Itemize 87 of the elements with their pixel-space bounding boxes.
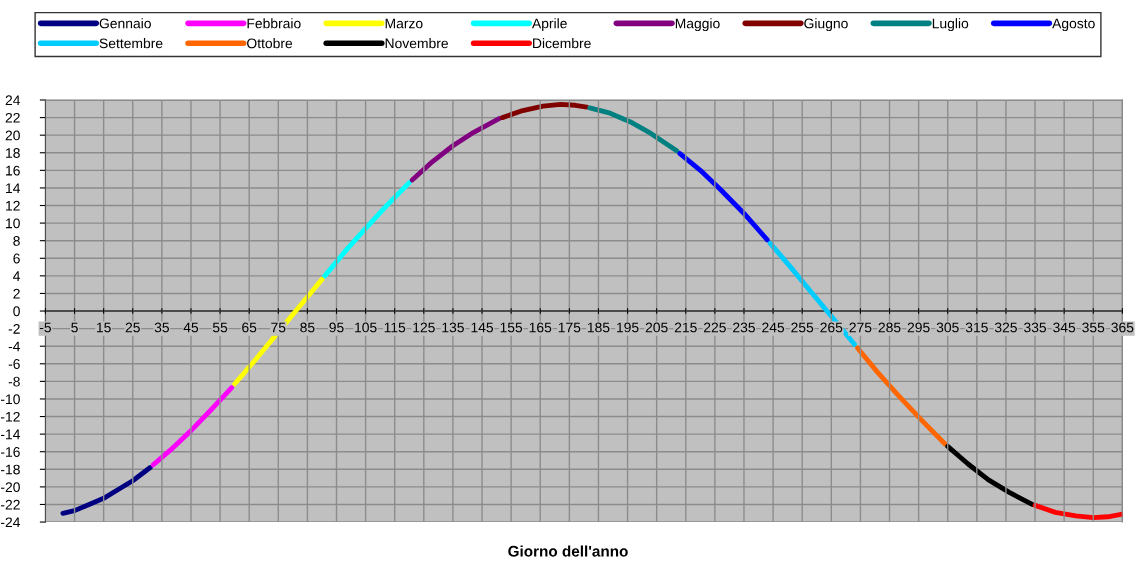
x-tick-label: 365 bbox=[1111, 322, 1134, 333]
x-tick-label: 95 bbox=[329, 322, 344, 333]
y-tick-label: -10 bbox=[0, 394, 20, 405]
legend-label: Dicembre bbox=[533, 38, 591, 49]
x-tick-label: 115 bbox=[384, 322, 406, 333]
y-tick-label: -22 bbox=[0, 499, 20, 510]
y-tick-label: 22 bbox=[5, 112, 20, 123]
x-tick-label: 155 bbox=[500, 322, 523, 333]
legend-label: Settembre bbox=[99, 38, 163, 49]
line-series bbox=[322, 180, 412, 279]
line-series bbox=[945, 444, 1035, 507]
y-tick-label: -20 bbox=[0, 482, 20, 493]
x-tick-label: 245 bbox=[762, 322, 785, 333]
y-tick-label: -18 bbox=[0, 464, 20, 475]
y-tick-label: 24 bbox=[5, 95, 21, 106]
x-tick-label: 175 bbox=[558, 322, 581, 333]
x-tick-label: 295 bbox=[907, 322, 930, 333]
x-tick-label: 355 bbox=[1082, 322, 1105, 333]
y-tick-label: 20 bbox=[5, 130, 20, 141]
y-tick-label: 18 bbox=[6, 148, 20, 158]
y-tick-label: 2 bbox=[13, 288, 20, 299]
legend-label: Aprile bbox=[531, 18, 567, 32]
y-tick-label: 12 bbox=[6, 200, 20, 211]
legend-label: Ottobre bbox=[247, 38, 293, 49]
x-tick-label: -5 bbox=[39, 322, 52, 333]
x-tick-label: 75 bbox=[271, 322, 286, 333]
y-tick-label: -4 bbox=[8, 341, 21, 352]
line-series bbox=[1032, 502, 1123, 521]
legend-label: Maggio bbox=[675, 18, 720, 32]
x-tick-label: 305 bbox=[936, 322, 959, 333]
x-tick-label: 285 bbox=[878, 322, 901, 333]
x-tick-label: 185 bbox=[587, 322, 610, 333]
x-tick-label: 315 bbox=[965, 322, 988, 333]
line-series bbox=[150, 385, 235, 468]
x-axis-title: Giorno dell'anno bbox=[508, 545, 628, 557]
legend-label: Novembre bbox=[385, 38, 448, 49]
y-tick-label: -8 bbox=[8, 376, 20, 387]
y-tick-label: 0 bbox=[13, 306, 20, 317]
x-tick-label: 335 bbox=[1023, 322, 1047, 333]
legend-label: Gennaio bbox=[99, 18, 151, 29]
y-tick-label: 8 bbox=[13, 236, 20, 246]
y-tick-label: 10 bbox=[6, 218, 20, 229]
y-tick-label: 14 bbox=[6, 183, 21, 193]
x-tick-label: 25 bbox=[125, 322, 140, 333]
y-tick-label: -6 bbox=[8, 359, 20, 369]
line-series bbox=[499, 101, 590, 121]
x-tick-label: 215 bbox=[674, 322, 697, 333]
x-tick-label: 265 bbox=[820, 322, 843, 333]
line-series bbox=[232, 276, 325, 387]
x-tick-label: 5 bbox=[71, 322, 78, 333]
legend-label: Giugno bbox=[804, 18, 848, 32]
legend-label: Marzo bbox=[385, 18, 423, 29]
y-tick-label: 4 bbox=[13, 271, 21, 281]
line-series bbox=[409, 116, 502, 183]
x-tick-label: 15 bbox=[96, 322, 111, 333]
x-tick-label: 65 bbox=[242, 322, 257, 333]
x-tick-label: 55 bbox=[212, 322, 228, 333]
y-tick-label: -24 bbox=[0, 517, 21, 528]
x-tick-label: 255 bbox=[791, 322, 814, 333]
legend-label: Febbraio bbox=[247, 18, 301, 29]
y-tick-label: -16 bbox=[0, 447, 20, 457]
line-series bbox=[587, 105, 680, 154]
x-tick-label: 225 bbox=[704, 322, 726, 333]
line-series bbox=[60, 465, 153, 516]
x-tick-label: 275 bbox=[849, 322, 872, 333]
x-tick-label: 345 bbox=[1053, 322, 1076, 333]
x-tick-label: 195 bbox=[617, 322, 639, 333]
y-tick-label: 16 bbox=[6, 165, 20, 176]
y-tick-label: -12 bbox=[0, 411, 20, 422]
x-tick-label: 235 bbox=[733, 322, 755, 333]
line-series bbox=[677, 151, 770, 243]
x-tick-label: 145 bbox=[471, 322, 494, 333]
x-tick-label: 35 bbox=[154, 322, 170, 333]
x-tick-label: 125 bbox=[413, 322, 435, 333]
y-tick-label: -14 bbox=[0, 429, 21, 440]
y-tick-label: 6 bbox=[13, 253, 20, 264]
y-tick-label: -2 bbox=[8, 323, 20, 334]
x-tick-label: 325 bbox=[994, 322, 1017, 333]
x-tick-label: 85 bbox=[300, 322, 315, 333]
x-tick-label: 205 bbox=[645, 322, 668, 333]
x-tick-label: 105 bbox=[355, 322, 377, 333]
line-series bbox=[855, 345, 948, 447]
legend-label: Luglio bbox=[932, 18, 969, 32]
x-tick-label: 135 bbox=[442, 322, 464, 333]
legend-label: Agosto bbox=[1052, 18, 1095, 32]
x-tick-label: 45 bbox=[183, 322, 199, 333]
x-tick-label: 165 bbox=[529, 322, 552, 333]
